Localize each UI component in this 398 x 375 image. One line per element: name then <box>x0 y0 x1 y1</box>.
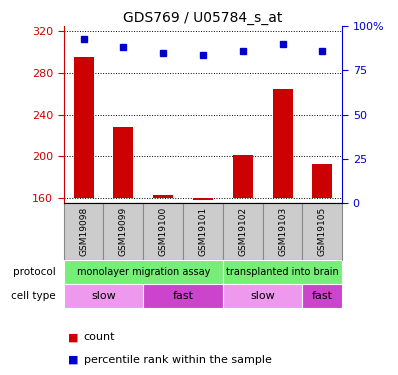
Bar <box>233 155 253 198</box>
Bar <box>273 88 293 198</box>
Text: fast: fast <box>312 291 333 300</box>
Text: monolayer migration assay: monolayer migration assay <box>76 267 210 276</box>
FancyBboxPatch shape <box>183 203 223 259</box>
FancyBboxPatch shape <box>143 284 223 308</box>
Text: ■: ■ <box>68 355 78 365</box>
FancyBboxPatch shape <box>143 203 183 259</box>
Bar <box>312 164 332 198</box>
Bar <box>113 127 133 198</box>
FancyBboxPatch shape <box>223 260 342 284</box>
Bar <box>153 195 173 198</box>
FancyBboxPatch shape <box>103 203 143 259</box>
Title: GDS769 / U05784_s_at: GDS769 / U05784_s_at <box>123 11 283 25</box>
FancyBboxPatch shape <box>64 203 103 259</box>
Text: GSM19099: GSM19099 <box>119 207 128 256</box>
Bar <box>74 57 94 198</box>
FancyBboxPatch shape <box>302 284 342 308</box>
FancyBboxPatch shape <box>223 203 263 259</box>
FancyBboxPatch shape <box>223 284 302 308</box>
Text: GSM19098: GSM19098 <box>79 207 88 256</box>
Text: GSM19101: GSM19101 <box>199 207 207 256</box>
Text: protocol: protocol <box>13 267 56 276</box>
FancyBboxPatch shape <box>64 284 143 308</box>
Text: GSM19102: GSM19102 <box>238 207 247 256</box>
Text: GSM19105: GSM19105 <box>318 207 327 256</box>
Text: GSM19103: GSM19103 <box>278 207 287 256</box>
Text: cell type: cell type <box>11 291 56 300</box>
Text: fast: fast <box>173 291 193 300</box>
Text: transplanted into brain: transplanted into brain <box>226 267 339 276</box>
Text: ■: ■ <box>68 333 78 342</box>
FancyBboxPatch shape <box>302 203 342 259</box>
FancyBboxPatch shape <box>263 203 302 259</box>
Text: percentile rank within the sample: percentile rank within the sample <box>84 355 271 365</box>
Text: slow: slow <box>91 291 116 300</box>
Text: GSM19100: GSM19100 <box>159 207 168 256</box>
Bar <box>193 198 213 200</box>
Text: slow: slow <box>250 291 275 300</box>
Text: count: count <box>84 333 115 342</box>
FancyBboxPatch shape <box>64 260 223 284</box>
